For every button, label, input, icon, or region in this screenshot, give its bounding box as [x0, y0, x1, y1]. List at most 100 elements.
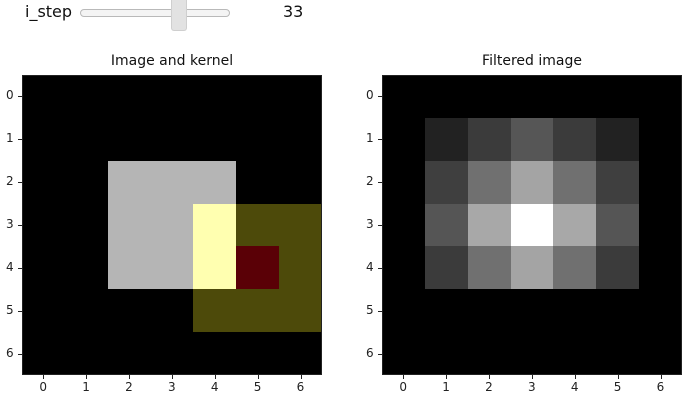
- filtered-cell: [553, 203, 597, 247]
- y-tick-label: 0: [6, 88, 14, 103]
- x-tick-mark: [43, 375, 45, 379]
- image-kernel-cell: [236, 203, 280, 247]
- filtered-cell: [596, 117, 640, 161]
- x-tick-label: 5: [253, 380, 262, 394]
- x-tick-mark: [532, 375, 533, 379]
- filtered-cell: [424, 203, 468, 247]
- x-tick-label: 2: [125, 380, 133, 394]
- x-tick-mark: [574, 375, 576, 379]
- y-tick-label: 2: [6, 174, 14, 189]
- y-tick-mark: [378, 182, 382, 184]
- filtered-cell: [467, 203, 511, 247]
- filtered-cell: [510, 117, 554, 161]
- left-panel-title: Image and kernel: [110, 53, 234, 69]
- filtered-cell: [467, 246, 511, 290]
- x-tick-mark: [257, 375, 259, 379]
- x-tick-mark: [617, 375, 619, 379]
- y-tick-mark: [18, 353, 22, 355]
- filtered-cell: [424, 160, 468, 204]
- image-kernel-cell: [236, 246, 280, 290]
- x-tick-mark: [300, 375, 302, 379]
- x-tick-label: 0: [39, 380, 48, 394]
- x-tick-mark: [660, 375, 662, 379]
- y-tick-label: 6: [366, 345, 374, 360]
- slider-value: 33: [283, 2, 304, 21]
- step-slider-row: i_step 33: [0, 0, 700, 31]
- image-kernel-cell: [193, 160, 237, 204]
- image-kernel-cell: [150, 203, 194, 247]
- y-tick-label: 5: [6, 302, 14, 317]
- x-tick-mark: [403, 375, 405, 379]
- image-kernel-cell: [107, 160, 151, 204]
- x-tick-mark: [86, 375, 88, 379]
- y-tick-mark: [18, 267, 22, 269]
- filtered-cell: [424, 117, 468, 161]
- image-kernel-cell: [107, 246, 151, 290]
- x-tick-label: 6: [296, 380, 305, 394]
- filtered-image-plot: [382, 75, 682, 375]
- x-tick-mark: [446, 375, 448, 379]
- y-tick-label: 5: [366, 302, 374, 317]
- image-kernel-cell: [107, 203, 151, 247]
- y-tick-label: 3: [366, 217, 374, 231]
- image-kernel-cell: [193, 203, 237, 247]
- filtered-cell: [510, 203, 554, 247]
- image-kernel-cell: [279, 203, 322, 247]
- x-tick-label: 6: [656, 380, 665, 394]
- x-tick-label: 3: [528, 380, 536, 394]
- filtered-cell: [596, 246, 640, 290]
- y-tick-label: 4: [6, 259, 14, 274]
- x-tick-label: 1: [442, 380, 450, 394]
- filtered-cell: [553, 160, 597, 204]
- filtered-cell: [467, 160, 511, 204]
- right-panel-title: Filtered image: [482, 53, 582, 69]
- x-tick-label: 1: [82, 380, 90, 394]
- y-tick-mark: [378, 267, 382, 269]
- y-tick-mark: [378, 353, 382, 355]
- filtered-cell: [424, 246, 468, 290]
- image-kernel-cell: [279, 289, 322, 333]
- y-tick-mark: [18, 182, 22, 184]
- image-kernel-cell: [150, 246, 194, 290]
- x-tick-mark: [172, 375, 173, 379]
- y-tick-label: 3: [6, 217, 14, 231]
- y-tick-label: 2: [366, 174, 374, 189]
- y-tick-mark: [378, 139, 382, 141]
- y-tick-label: 4: [366, 259, 374, 274]
- slider-label: i_step: [25, 2, 73, 21]
- step-slider[interactable]: [80, 9, 230, 17]
- y-tick-label: 1: [6, 131, 14, 146]
- image-kernel-cell: [236, 289, 280, 333]
- y-tick-mark: [18, 225, 22, 226]
- y-tick-label: 0: [366, 88, 374, 103]
- y-tick-mark: [18, 96, 22, 98]
- y-tick-mark: [18, 139, 22, 141]
- filtered-cell: [553, 246, 597, 290]
- y-tick-mark: [378, 310, 382, 312]
- x-tick-label: 0: [399, 380, 408, 394]
- y-tick-label: 1: [366, 131, 374, 146]
- image-kernel-cell: [193, 289, 237, 333]
- x-tick-mark: [489, 375, 491, 379]
- x-tick-mark: [129, 375, 131, 379]
- filtered-cell: [596, 203, 640, 247]
- image-kernel-cell: [150, 160, 194, 204]
- x-tick-mark: [214, 375, 216, 379]
- filtered-cell: [553, 117, 597, 161]
- x-tick-label: 4: [210, 380, 219, 394]
- y-tick-mark: [18, 310, 22, 312]
- x-tick-label: 3: [168, 380, 176, 394]
- filtered-cell: [510, 160, 554, 204]
- image-and-kernel-plot: [22, 75, 322, 375]
- image-kernel-cell: [279, 246, 322, 290]
- y-tick-mark: [378, 96, 382, 98]
- slider-thumb[interactable]: [170, 0, 187, 31]
- filtered-cell: [510, 246, 554, 290]
- x-tick-label: 4: [570, 380, 579, 394]
- image-kernel-cell: [193, 246, 237, 290]
- x-tick-label: 5: [613, 380, 622, 394]
- y-tick-label: 6: [6, 345, 14, 360]
- y-tick-mark: [378, 225, 382, 226]
- x-tick-label: 2: [485, 380, 493, 394]
- filtered-cell: [467, 117, 511, 161]
